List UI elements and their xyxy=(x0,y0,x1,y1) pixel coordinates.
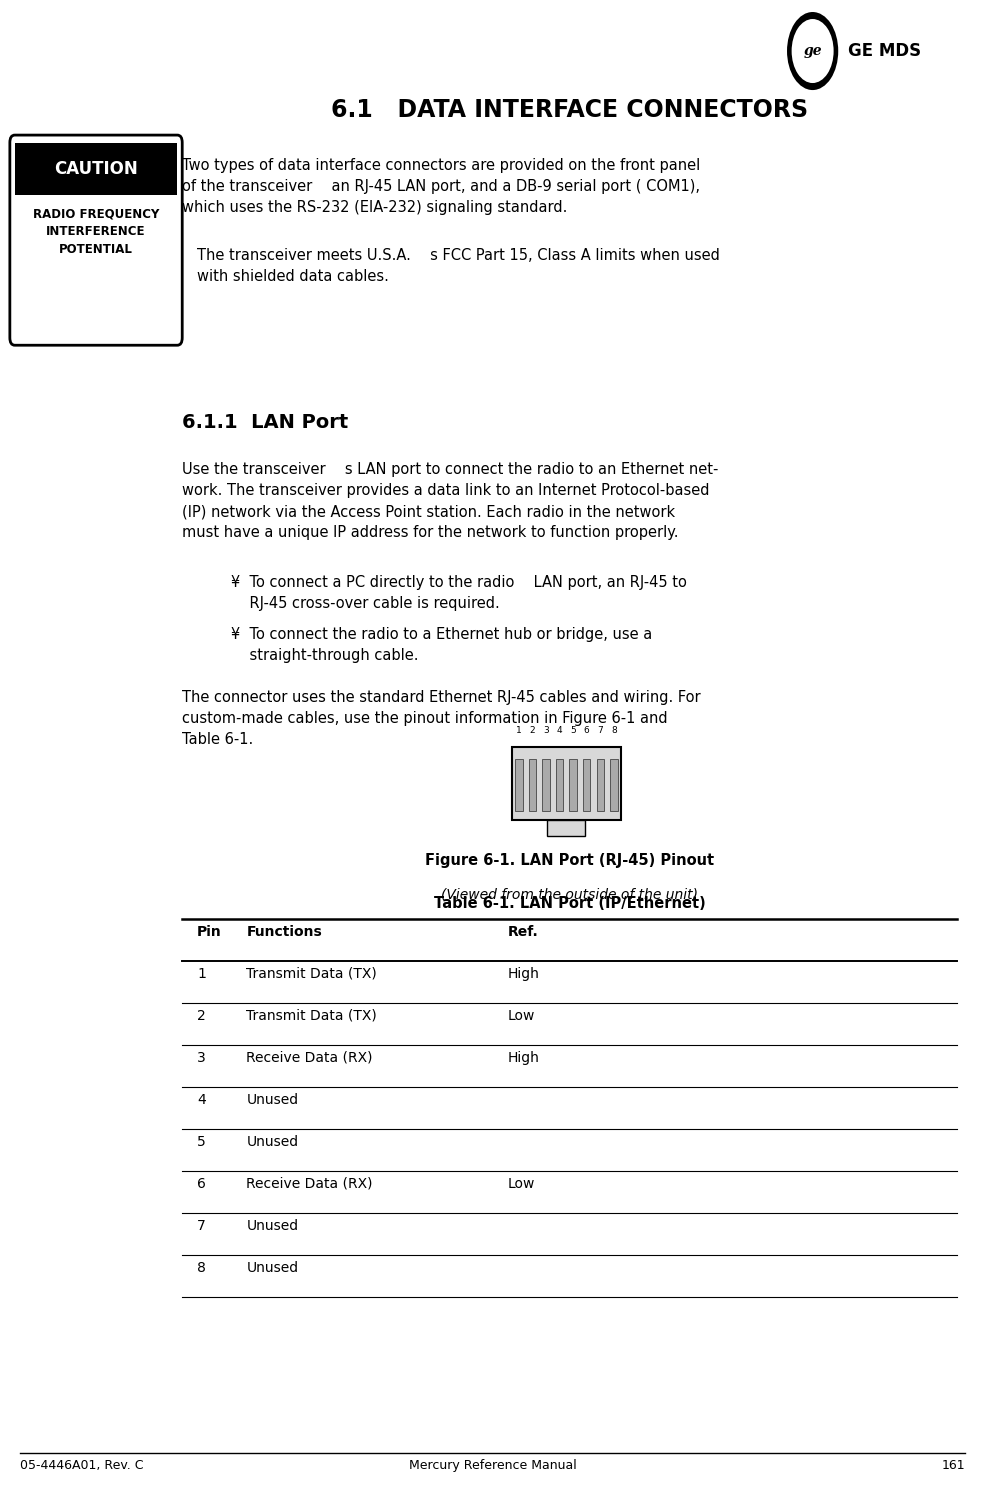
Text: 4: 4 xyxy=(557,726,562,735)
Text: 2: 2 xyxy=(197,1009,206,1022)
Text: Use the transceiver  s LAN port to connect the radio to an Ethernet net-
work. T: Use the transceiver s LAN port to connec… xyxy=(182,462,719,540)
Text: CAUTION: CAUTION xyxy=(54,161,138,177)
Text: Unused: Unused xyxy=(246,1093,298,1106)
Text: (Viewed from the outside of the unit): (Viewed from the outside of the unit) xyxy=(441,887,698,901)
Text: 5: 5 xyxy=(570,726,576,735)
Circle shape xyxy=(792,20,833,83)
Bar xyxy=(610,758,618,811)
Text: 7: 7 xyxy=(597,726,603,735)
Circle shape xyxy=(787,12,838,90)
Text: 4: 4 xyxy=(197,1093,206,1106)
Text: ¥  To connect a PC directly to the radio  LAN port, an RJ-45 to
    RJ-45 cross-: ¥ To connect a PC directly to the radio … xyxy=(231,575,688,611)
Text: 161: 161 xyxy=(942,1459,965,1472)
Text: 6: 6 xyxy=(197,1177,206,1190)
Text: 6.1   DATA INTERFACE CONNECTORS: 6.1 DATA INTERFACE CONNECTORS xyxy=(331,98,809,122)
Text: Unused: Unused xyxy=(246,1261,298,1274)
Text: 05-4446A01, Rev. C: 05-4446A01, Rev. C xyxy=(20,1459,143,1472)
Text: Low: Low xyxy=(507,1009,535,1022)
Text: Low: Low xyxy=(507,1177,535,1190)
Text: Receive Data (RX): Receive Data (RX) xyxy=(246,1177,372,1190)
Text: 1: 1 xyxy=(516,726,522,735)
Text: ¥  To connect the radio to a Ethernet hub or bridge, use a
    straight-through : ¥ To connect the radio to a Ethernet hub… xyxy=(231,627,653,663)
Text: RADIO FREQUENCY
INTERFERENCE
POTENTIAL: RADIO FREQUENCY INTERFERENCE POTENTIAL xyxy=(33,207,160,257)
Text: The connector uses the standard Ethernet RJ-45 cables and wiring. For
custom-mad: The connector uses the standard Ethernet… xyxy=(182,690,701,747)
Text: Transmit Data (TX): Transmit Data (TX) xyxy=(246,1009,377,1022)
Text: High: High xyxy=(507,967,539,980)
Bar xyxy=(583,758,590,811)
Bar xyxy=(597,758,604,811)
Text: 6.1.1  LAN Port: 6.1.1 LAN Port xyxy=(182,413,349,432)
Bar xyxy=(512,747,621,820)
FancyBboxPatch shape xyxy=(10,135,182,345)
Text: 8: 8 xyxy=(197,1261,206,1274)
Text: 1: 1 xyxy=(197,967,206,980)
Text: Ref.: Ref. xyxy=(507,925,538,938)
Text: Receive Data (RX): Receive Data (RX) xyxy=(246,1051,372,1064)
Bar xyxy=(543,758,550,811)
Text: Unused: Unused xyxy=(246,1135,298,1148)
Text: Transmit Data (TX): Transmit Data (TX) xyxy=(246,967,377,980)
Bar xyxy=(515,758,523,811)
Bar xyxy=(548,820,585,836)
Text: 6: 6 xyxy=(584,726,590,735)
Text: Mercury Reference Manual: Mercury Reference Manual xyxy=(409,1459,576,1472)
Text: ge: ge xyxy=(804,44,821,59)
Text: 2: 2 xyxy=(530,726,535,735)
Text: Unused: Unused xyxy=(246,1219,298,1232)
Text: High: High xyxy=(507,1051,539,1064)
Bar xyxy=(529,758,536,811)
Text: The transceiver meets U.S.A.  s FCC Part 15, Class A limits when used
with shiel: The transceiver meets U.S.A. s FCC Part … xyxy=(197,248,720,284)
Text: Table 6-1. LAN Port (IP/Ethernet): Table 6-1. LAN Port (IP/Ethernet) xyxy=(434,896,705,911)
Bar xyxy=(569,758,577,811)
Text: Figure 6-1. LAN Port (RJ-45) Pinout: Figure 6-1. LAN Port (RJ-45) Pinout xyxy=(426,853,714,868)
Text: Functions: Functions xyxy=(246,925,322,938)
Text: GE MDS: GE MDS xyxy=(848,42,921,60)
Text: 7: 7 xyxy=(197,1219,206,1232)
Text: Pin: Pin xyxy=(197,925,222,938)
Text: 8: 8 xyxy=(611,726,617,735)
Text: 5: 5 xyxy=(197,1135,206,1148)
Text: 3: 3 xyxy=(543,726,549,735)
Text: 3: 3 xyxy=(197,1051,206,1064)
Bar xyxy=(556,758,563,811)
Text: Two types of data interface connectors are provided on the front panel
of the tr: Two types of data interface connectors a… xyxy=(182,158,700,215)
Bar xyxy=(15,143,177,195)
